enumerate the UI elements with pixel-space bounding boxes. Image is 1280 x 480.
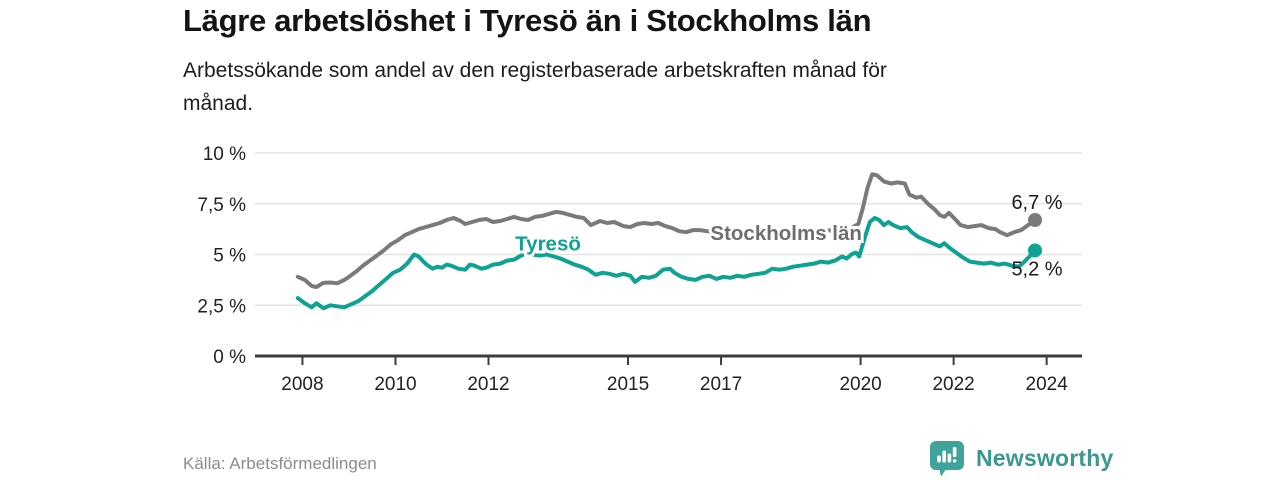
chart-subtitle-line2: månad.	[183, 92, 254, 115]
x-tick-label: 2017	[700, 374, 742, 395]
newsworthy-logo-text: Newsworthy	[976, 445, 1114, 471]
page-title: Lägre arbetslöshet i Tyresö än i Stockho…	[183, 3, 872, 38]
newsworthy-logo-icon	[930, 441, 964, 477]
series-label-tyres-: Tyresö	[515, 232, 581, 255]
y-tick-label: 7,5 %	[197, 195, 246, 216]
x-tick-label: 2015	[607, 374, 649, 395]
x-tick-label: 2020	[839, 374, 881, 395]
x-tick-label: 2024	[1026, 374, 1069, 395]
newsworthy-logo: Newsworthy	[929, 440, 1113, 477]
series-end-value-tyres-: 5,2 %	[1011, 258, 1062, 280]
chart-subtitle-line1: Arbetssökande som andel av den registerb…	[183, 59, 887, 82]
series-line-stockholms-l-n	[295, 172, 1037, 289]
series-label-stockholms-l-n: Stockholms län	[710, 222, 862, 245]
x-tick-label: 2012	[467, 374, 509, 395]
y-tick-label: 0 %	[213, 347, 246, 368]
series-end-dot-tyres-	[1028, 243, 1043, 258]
x-tick-label: 2022	[932, 374, 974, 395]
source-note: Källa: Arbetsförmedlingen	[183, 454, 377, 473]
y-tick-label: 5 %	[213, 246, 246, 267]
y-tick-label: 2,5 %	[197, 296, 246, 317]
series-end-value-stockholms-l-n: 6,7 %	[1011, 192, 1062, 214]
series-line-tyres-	[295, 216, 1037, 311]
series-end-dot-stockholms-l-n	[1028, 212, 1043, 227]
x-tick-label: 2010	[374, 374, 416, 395]
chart-subtitle: Arbetssökande som andel av den registerb…	[183, 54, 887, 120]
x-tick-label: 2008	[281, 374, 323, 395]
speech-bubble-shape	[930, 441, 964, 477]
y-tick-label: 10 %	[203, 144, 246, 165]
